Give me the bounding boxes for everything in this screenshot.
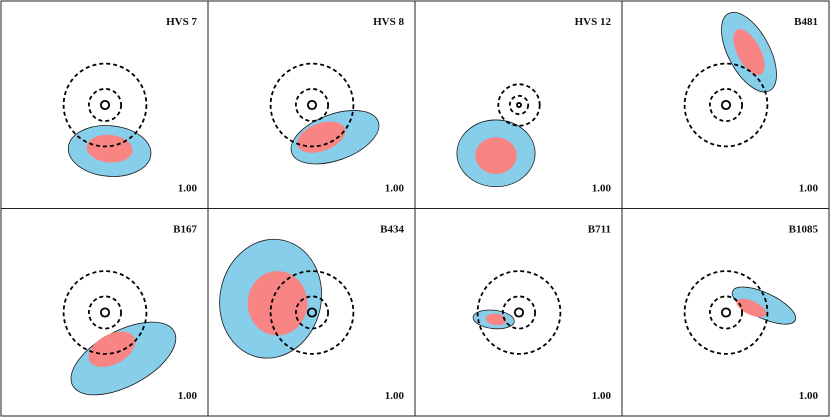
panel-frame <box>207 0 416 209</box>
panel-frame <box>621 208 830 417</box>
inner-confidence-ellipse <box>733 29 765 76</box>
panel-title: B167 <box>173 224 197 236</box>
panel-frame <box>0 0 209 209</box>
outer-ring <box>683 62 769 148</box>
panel-value: 1.00 <box>799 183 819 195</box>
panel-value: 1.00 <box>799 390 819 402</box>
panel-hvs-7: HVS 7 1.00 <box>0 0 209 209</box>
panel-plot-area <box>269 62 380 165</box>
center-ring <box>306 307 318 318</box>
middle-ring <box>294 295 329 330</box>
middle-ring <box>501 295 536 330</box>
center-ring <box>99 99 111 111</box>
panel-value: 1.00 <box>178 390 198 402</box>
panel-plot-area <box>62 270 177 396</box>
panel-title: B1085 <box>789 224 819 236</box>
middle-ring <box>709 88 744 123</box>
panel-plot-area <box>219 238 355 359</box>
center-ring <box>306 99 318 111</box>
panel-b711: B711 1.00 <box>414 208 623 417</box>
outer-ring <box>683 270 769 355</box>
panel-b1085: B1085 1.00 <box>621 208 830 417</box>
middle-ring <box>88 88 123 123</box>
panel-title: B434 <box>380 224 404 236</box>
panel-value: 1.00 <box>385 183 405 195</box>
inner-confidence-ellipse <box>247 271 308 336</box>
middle-ring <box>709 295 744 330</box>
panel-b481: B481 1.00 <box>621 0 830 209</box>
middle-ring <box>294 88 329 123</box>
inner-confidence-ellipse <box>296 121 346 153</box>
middle-ring <box>88 295 123 330</box>
panel-value: 1.00 <box>178 183 198 195</box>
inner-confidence-ellipse <box>88 331 136 368</box>
outer-ring <box>62 270 148 355</box>
panel-title: HVS 12 <box>575 16 612 28</box>
panel-title: B481 <box>794 16 818 28</box>
panel-plot-area <box>472 270 562 355</box>
panel-value: 1.00 <box>385 390 405 402</box>
panel-plot-area <box>683 11 777 148</box>
center-ring <box>99 307 111 318</box>
panel-frame <box>414 208 623 417</box>
center-ring <box>720 99 732 111</box>
panel-plot-area <box>683 270 797 355</box>
panel-hvs-12: HVS 12 1.00 <box>414 0 623 209</box>
outer-ring <box>62 62 148 148</box>
inner-confidence-ellipse <box>736 298 767 318</box>
panel-plot-area <box>62 62 152 177</box>
panel-title: HVS 7 <box>166 16 197 28</box>
panel-plot-area <box>456 83 541 188</box>
panel-hvs-8: HVS 8 1.00 <box>207 0 416 209</box>
middle-ring <box>508 94 530 116</box>
panel-title: HVS 8 <box>373 16 404 28</box>
outer-ring <box>476 270 562 355</box>
center-ring <box>513 307 525 318</box>
panel-value: 1.00 <box>592 183 612 195</box>
panel-value: 1.00 <box>592 390 612 402</box>
outer-ring <box>269 270 355 355</box>
outer-ring <box>269 62 355 148</box>
center-ring <box>720 307 732 318</box>
inner-confidence-ellipse <box>485 313 507 326</box>
center-ring <box>516 102 522 108</box>
panel-b434: B434 1.00 <box>207 208 416 417</box>
outer-ring <box>497 83 541 127</box>
panel-title: B711 <box>588 224 611 236</box>
inner-confidence-ellipse <box>475 137 517 175</box>
inner-confidence-ellipse <box>86 134 133 163</box>
panel-b167: B167 1.00 <box>0 208 209 417</box>
